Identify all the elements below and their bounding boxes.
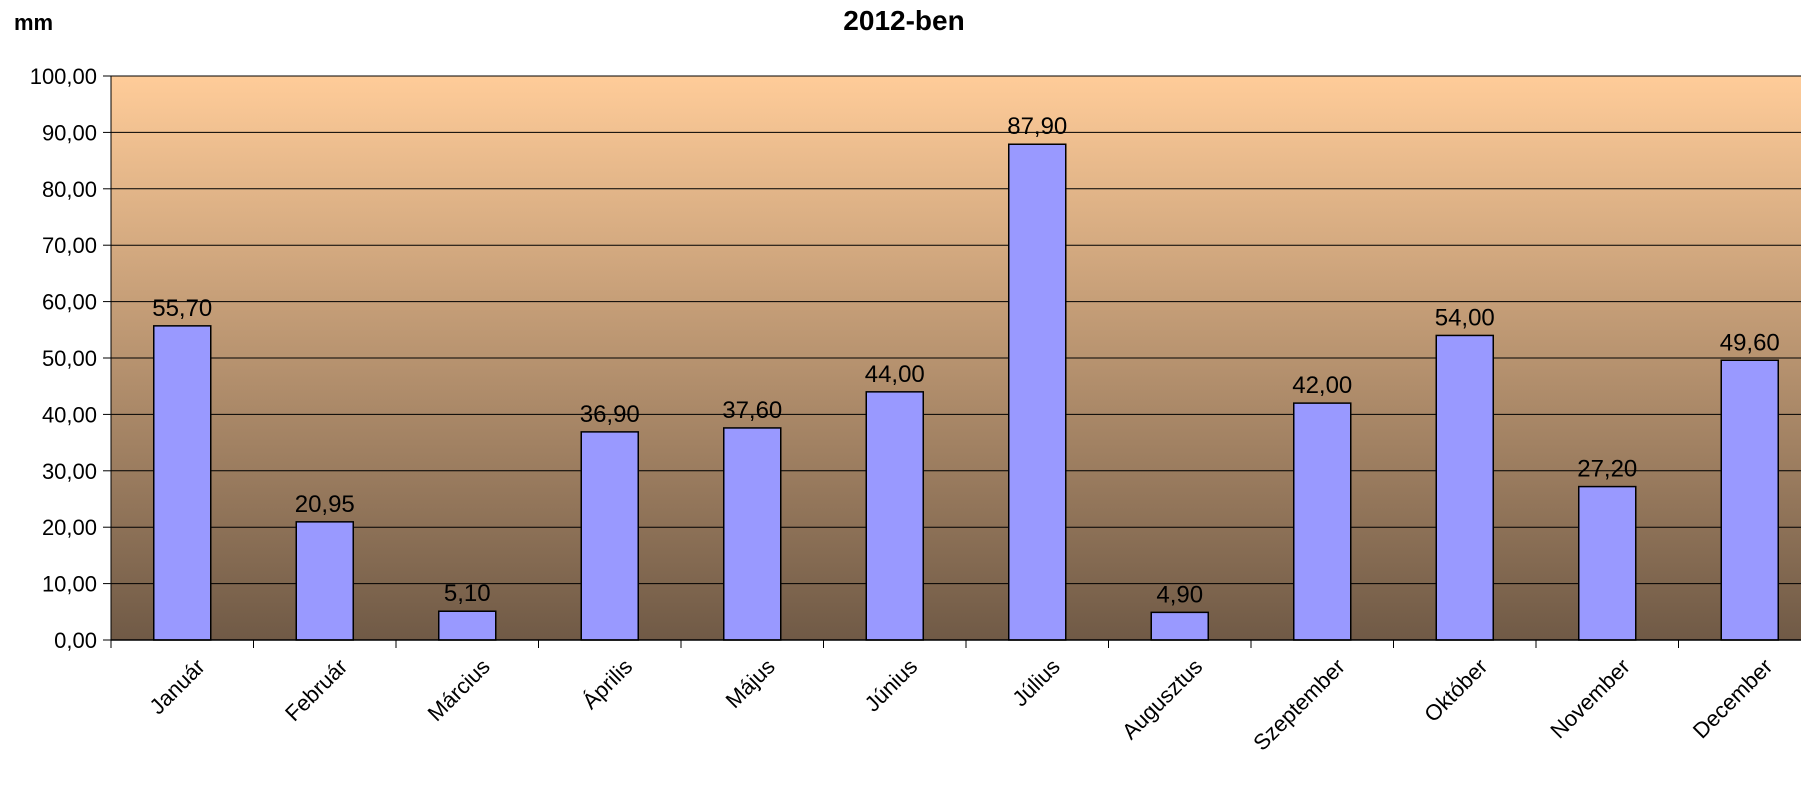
data-label: 55,70 [152,295,212,322]
data-label: 42,00 [1292,372,1352,399]
x-tick-label: Július [1007,654,1064,711]
y-tick-label: 10,00 [42,572,97,597]
bar-10 [1435,334,1494,641]
data-label: 27,20 [1577,456,1637,483]
bar-1 [153,325,212,641]
y-tick-label: 50,00 [42,346,97,371]
bars [153,143,1779,641]
x-tick-label: November [1545,654,1634,743]
data-label: 44,00 [865,361,925,388]
bar-6 [865,391,924,641]
bar-7 [1008,143,1067,641]
gridlines [111,75,1801,585]
bar-4 [580,431,639,641]
y-tick-label: 40,00 [42,402,97,427]
bar-5 [723,427,782,641]
y-tick-label: 80,00 [42,177,97,202]
y-tick-label: 30,00 [42,459,97,484]
data-label: 54,00 [1435,304,1495,331]
data-label: 49,60 [1720,329,1780,356]
data-label: 87,90 [1007,113,1067,140]
bar-9 [1293,402,1352,641]
y-tick-label: 70,00 [42,233,97,258]
data-labels: 55,70 20,95 5,10 36,90 37,60 44,00 87,90 4,90 42… [152,113,1780,608]
y-tick-label: 100,00 [30,64,97,89]
bar-11 [1578,485,1637,641]
data-label: 5,10 [444,580,491,607]
y-tick-label: 60,00 [42,290,97,315]
x-tick-label: Január [145,654,210,719]
x-tick-label: Június [860,654,923,717]
y-tick-label: 20,00 [42,515,97,540]
y-axis-label: mm [14,10,53,35]
y-axis-ticks: 0,00 10,00 20,00 30,00 40,00 50,00 60,00 70,00 8… [30,64,111,653]
x-tick-label: Május [721,654,780,713]
x-tick-label: Március [423,654,495,726]
bar-12 [1720,359,1779,641]
x-tick-label: Szeptember [1248,654,1350,756]
data-label: 37,60 [722,397,782,424]
chart-title: 2012-ben [843,5,964,36]
x-tick-label: Április [577,654,637,714]
bar-8 [1150,611,1209,641]
x-tick-label: Február [280,654,352,726]
data-label: 4,90 [1156,581,1203,608]
bar-2 [295,521,354,641]
y-tick-label: 90,00 [42,120,97,145]
y-tick-label: 0,00 [54,628,97,653]
x-tick-label: Október [1419,654,1492,727]
data-label: 36,90 [580,401,640,428]
data-label: 20,95 [295,491,355,518]
bar-3 [438,610,497,641]
x-tick-label: December [1688,654,1777,743]
x-tick-label: Augusztus [1117,654,1207,744]
